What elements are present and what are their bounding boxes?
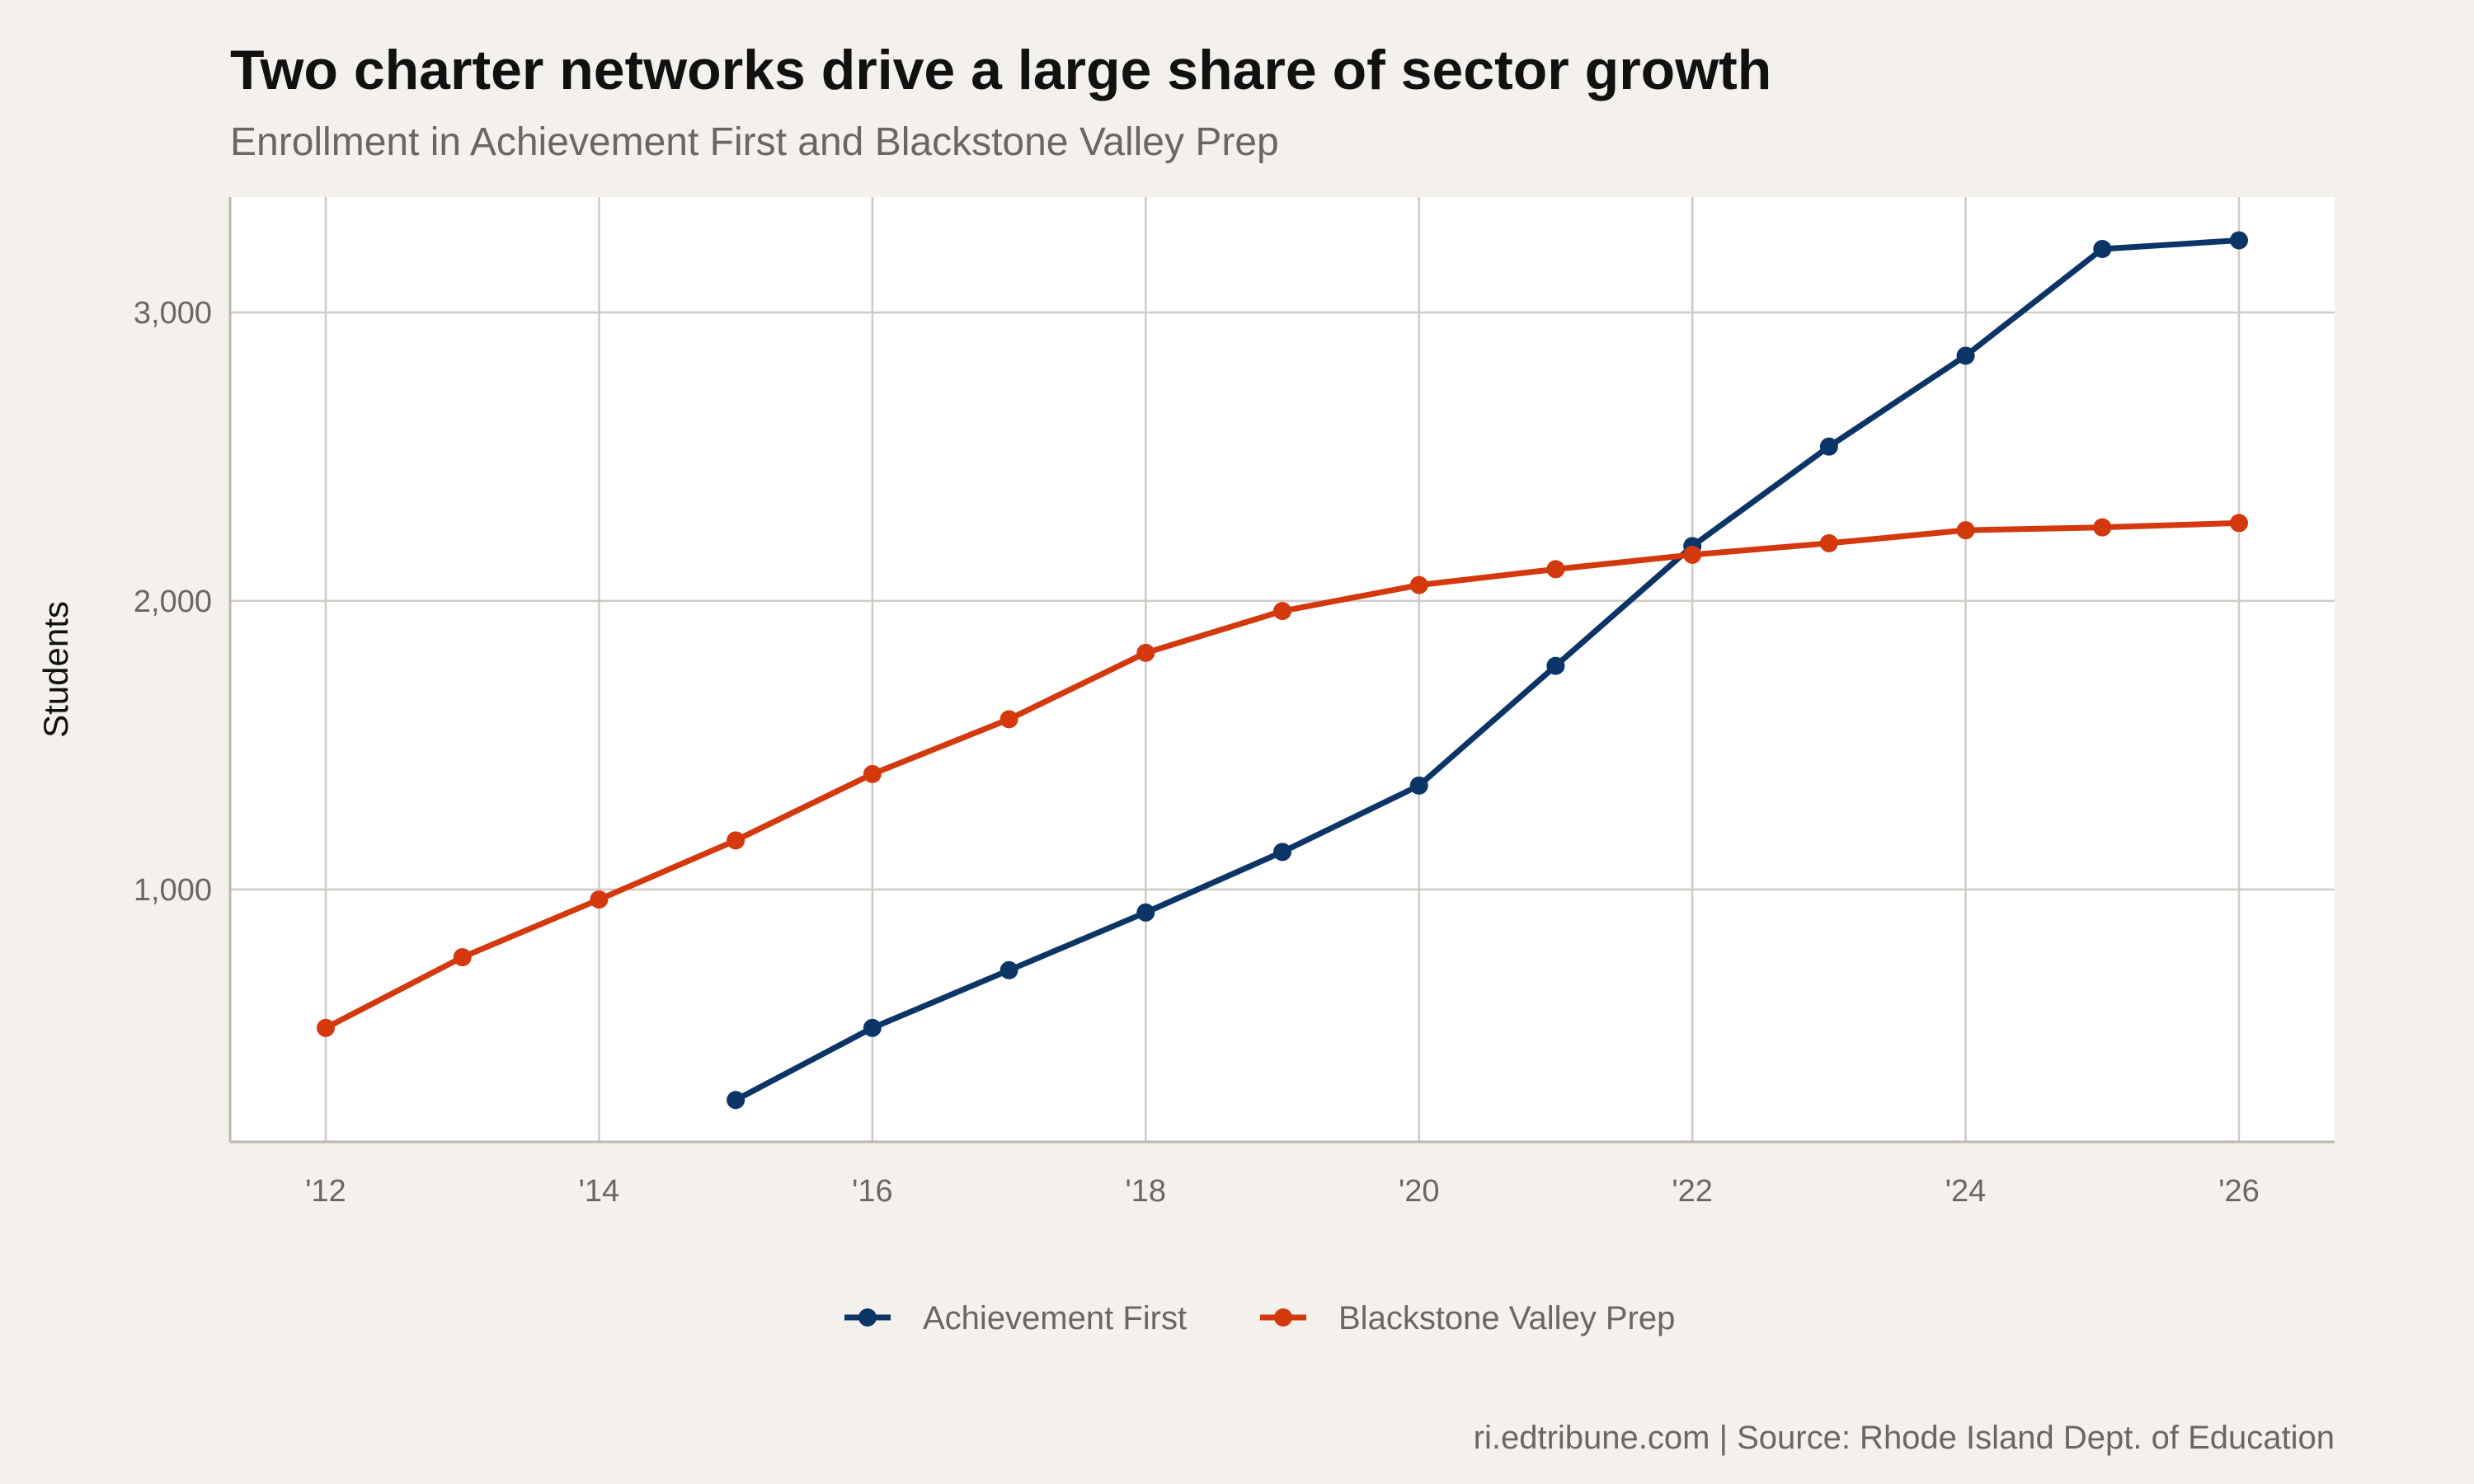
y-tick-label: 1,000 <box>134 873 212 908</box>
chart-subtitle: Enrollment in Achievement First and Blac… <box>230 120 1279 164</box>
x-tick-label: '12 <box>305 1174 346 1209</box>
legend-item: Blackstone Valley Prep <box>1260 1300 1675 1336</box>
data-point <box>1546 560 1565 579</box>
gridlines <box>230 197 2335 1142</box>
data-point <box>727 831 745 850</box>
data-point <box>590 890 609 909</box>
data-point <box>453 948 472 967</box>
x-tick-label: '20 <box>1399 1174 1440 1209</box>
data-point <box>2093 239 2112 258</box>
y-axis-label: Students <box>36 601 75 738</box>
legend-point-key <box>1274 1308 1292 1327</box>
x-tick-label: '14 <box>579 1174 620 1209</box>
series-blackstone-valley-prep <box>317 514 2248 1037</box>
data-point <box>1683 545 1702 564</box>
data-point <box>1409 575 1428 594</box>
data-point <box>1136 643 1155 662</box>
x-tick-label: '24 <box>1945 1174 1987 1209</box>
legend-label: Achievement First <box>923 1300 1187 1336</box>
chart-title: Two charter networks drive a large share… <box>230 39 1771 101</box>
data-point <box>317 1018 335 1037</box>
data-point <box>2230 231 2248 250</box>
x-tick-label: '16 <box>852 1174 893 1209</box>
legend: Achievement First Blackstone Valley Prep <box>844 1300 1675 1336</box>
data-point <box>1136 903 1155 922</box>
data-point <box>999 710 1018 729</box>
data-point <box>1956 346 1975 365</box>
data-point <box>1819 533 1838 552</box>
data-point <box>863 764 882 783</box>
data-point <box>1819 437 1838 456</box>
data-point <box>1409 776 1428 795</box>
series-line <box>734 237 2240 1103</box>
legend-item: Achievement First <box>844 1300 1187 1336</box>
data-point <box>1273 843 1291 862</box>
data-point <box>727 1091 745 1110</box>
series-group <box>317 231 2248 1110</box>
x-tick-label: '18 <box>1126 1174 1167 1209</box>
data-point <box>2230 514 2248 533</box>
legend-label: Blackstone Valley Prep <box>1338 1300 1675 1336</box>
data-point <box>999 960 1018 979</box>
series-achievement-first <box>727 231 2248 1110</box>
plot-panel <box>230 197 2335 1142</box>
data-point <box>863 1018 882 1037</box>
y-tick-label: 2,000 <box>134 585 212 619</box>
y-tick-labels: 1,000 2,000 3,000 <box>134 296 212 908</box>
data-point <box>1546 656 1565 675</box>
caption: ri.edtribune.com | Source: Rhode Island … <box>1474 1420 2335 1456</box>
data-point <box>1956 521 1975 540</box>
legend-point-key <box>858 1308 877 1327</box>
x-tick-label: '26 <box>2218 1174 2260 1209</box>
x-tick-labels: '12 '14 '16 '18 '20 '22 '24 '26 <box>305 1174 2260 1209</box>
data-point <box>1273 602 1291 621</box>
data-point <box>2093 518 2112 537</box>
x-tick-label: '22 <box>1672 1174 1713 1209</box>
y-tick-label: 3,000 <box>134 296 212 331</box>
